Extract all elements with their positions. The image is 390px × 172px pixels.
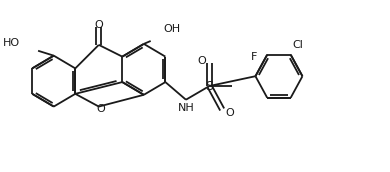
Text: OH: OH	[163, 24, 181, 34]
Text: S: S	[206, 79, 213, 93]
Text: F: F	[251, 52, 257, 62]
Text: O: O	[96, 105, 105, 115]
Text: O: O	[226, 108, 234, 118]
Text: Cl: Cl	[292, 40, 303, 50]
Text: O: O	[94, 20, 103, 30]
Text: HO: HO	[4, 38, 20, 48]
Text: NH: NH	[177, 103, 194, 112]
Text: O: O	[197, 56, 206, 66]
